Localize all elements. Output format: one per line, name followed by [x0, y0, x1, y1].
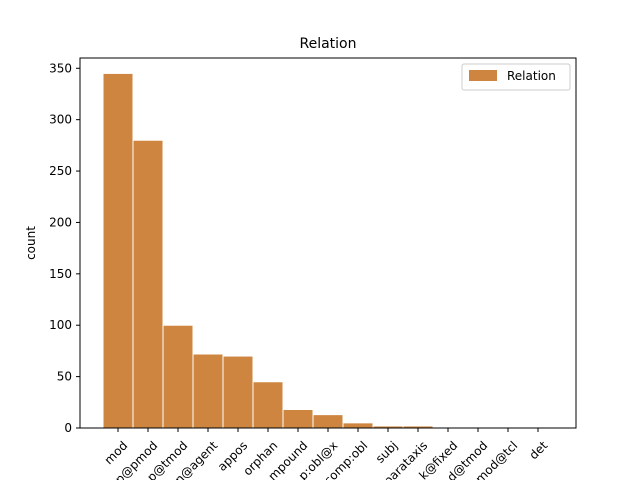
- chart-title: Relation: [300, 36, 357, 52]
- bar-comp:obl@x: [312, 414, 344, 429]
- y-tick-label: 250: [49, 164, 72, 178]
- legend: Relation: [461, 63, 571, 91]
- legend-label: Relation: [507, 69, 556, 83]
- bar-compound: [282, 409, 314, 429]
- x-tick-label: det: [526, 438, 550, 462]
- y-axis: 0 50 100 150 200 250 300 350: [49, 61, 80, 435]
- y-tick-label: 200: [49, 215, 72, 229]
- bar-orphan: [252, 381, 284, 429]
- bar-mod: [102, 72, 134, 429]
- y-tick-label: 350: [49, 61, 72, 75]
- bar-comp:obl: [342, 422, 374, 429]
- bar-appos: [222, 355, 254, 429]
- bar-comp@pmod: [132, 139, 164, 429]
- y-tick-label: 50: [57, 370, 72, 384]
- bar-comp@agent: [192, 353, 224, 429]
- legend-swatch: [469, 70, 497, 81]
- bars-group: [102, 72, 434, 429]
- y-tick-label: 150: [49, 267, 72, 281]
- y-axis-label: count: [24, 226, 38, 260]
- y-tick-label: 0: [64, 421, 72, 435]
- plot-frame: [79, 57, 577, 429]
- x-axis: modp@pmodp@tmodn@agentapposorphanmpoundp…: [102, 428, 551, 480]
- bar-comp@tmod: [162, 324, 194, 429]
- y-tick-label: 300: [49, 113, 72, 127]
- y-tick-label: 100: [49, 318, 72, 332]
